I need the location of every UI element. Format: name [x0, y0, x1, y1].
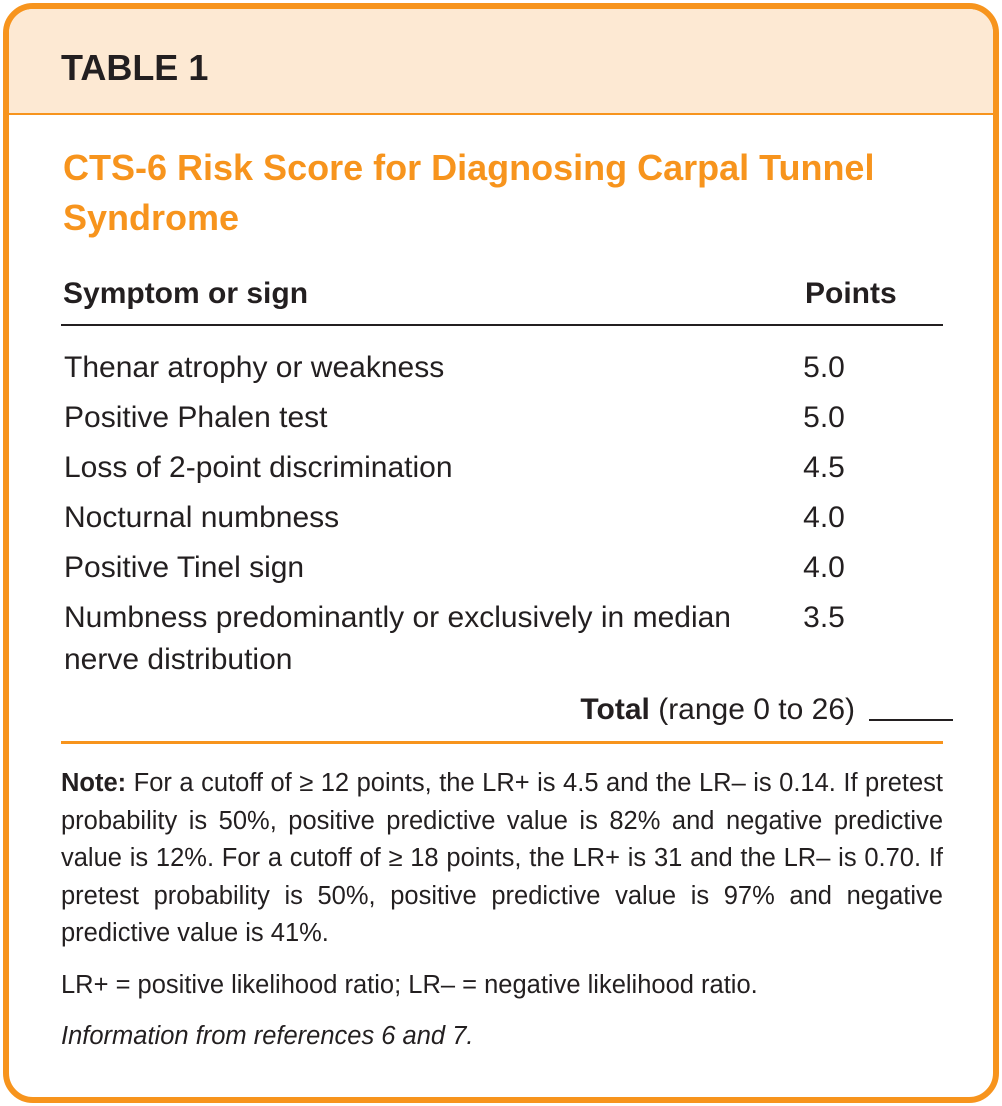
footer-rule [61, 741, 943, 744]
symptom-cell: Nocturnal numbness [64, 501, 340, 534]
note-text: For a cutoff of ≥ 12 points, the LR+ is … [61, 769, 943, 947]
points-cell: 4.0 [803, 551, 845, 584]
table-row: Numbness predominantly or exclusively in… [61, 597, 943, 681]
column-header: Symptom or sign [63, 277, 309, 310]
total-range: (range 0 to 26) [658, 693, 855, 726]
header-rule [61, 324, 943, 326]
points-cell: 3.5 [803, 601, 845, 634]
table-body: Thenar atrophy or weakness 5.0 Positive Ph… [61, 347, 943, 689]
points-cell: 4.5 [803, 451, 845, 484]
header-band: TABLE 1 [9, 9, 993, 115]
symptom-cell: Loss of 2-point discrimination [64, 451, 453, 484]
note-label: Note: [61, 769, 127, 797]
points-cell: 4.0 [803, 501, 845, 534]
blank-line [869, 719, 953, 721]
table-label: TABLE 1 [61, 47, 209, 88]
abbreviations: LR+ = positive likelihood ratio; LR– = n… [61, 971, 758, 999]
table-row: Thenar atrophy or weakness 5.0 [61, 347, 943, 389]
points-cell: 5.0 [803, 401, 845, 434]
total-line: Total (range 0 to 26) [580, 693, 953, 727]
note: Note: For a cutoff of ≥ 12 points, the L… [61, 765, 943, 953]
table-row: Positive Tinel sign 4.0 [61, 547, 943, 589]
points-cell: 5.0 [803, 351, 845, 384]
table-row: Loss of 2-point discrimination 4.5 [61, 447, 943, 489]
table-row: Nocturnal numbness 4.0 [61, 497, 943, 539]
table-title: CTS-6 Risk Score for Diagnosing Carpal T… [63, 147, 875, 238]
symptom-cell: Positive Phalen test [64, 401, 328, 434]
column-header: Points [805, 277, 897, 310]
table-card: TABLE 1 CTS-6 Risk Score for Diagnosing … [3, 3, 999, 1103]
symptom-cell: Numbness predominantly or exclusively in… [64, 601, 731, 676]
table-row: Positive Phalen test 5.0 [61, 397, 943, 439]
source: Information from references 6 and 7. [61, 1022, 474, 1050]
total-label: Total [580, 693, 650, 726]
symptom-cell: Positive Tinel sign [64, 551, 305, 584]
symptom-cell: Thenar atrophy or weakness [64, 351, 445, 384]
